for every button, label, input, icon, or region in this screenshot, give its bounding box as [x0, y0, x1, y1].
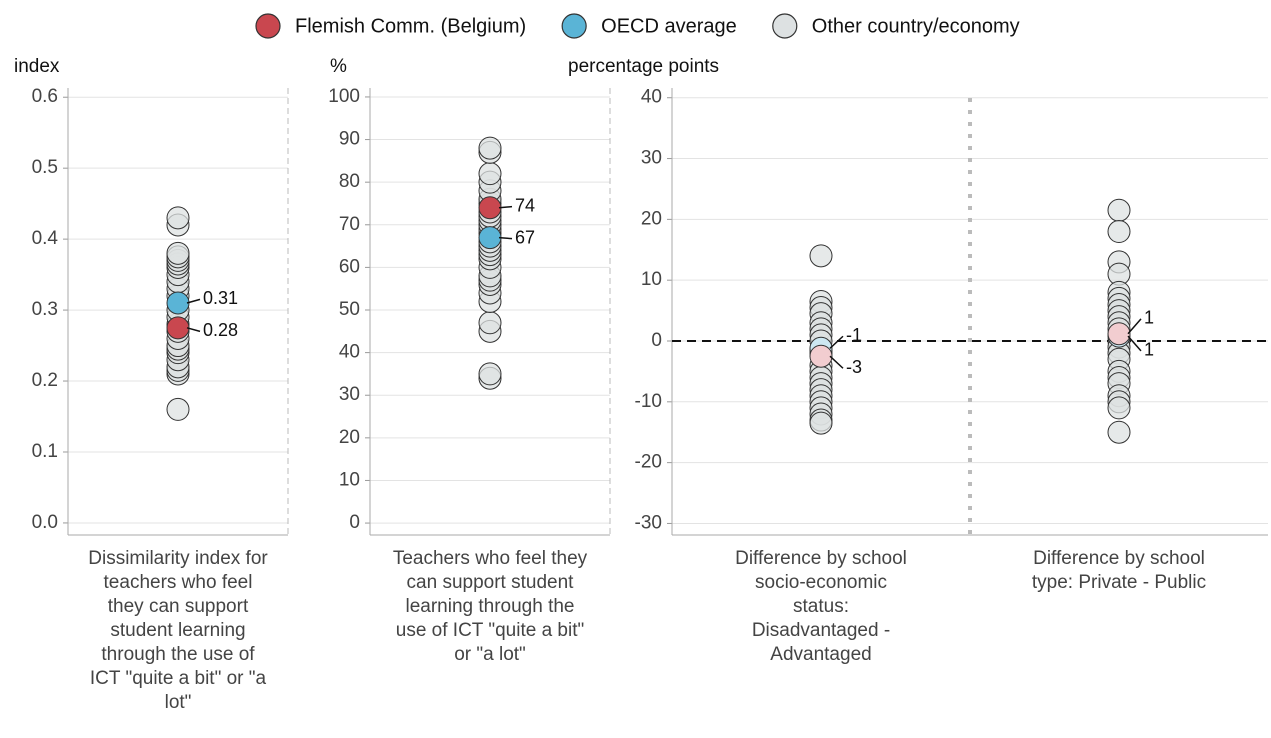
other-point	[478, 311, 502, 335]
y-tick-label: 0.2	[32, 370, 58, 391]
category-label: Difference by school socio-economic stat…	[735, 548, 907, 665]
legend-label: OECD average	[601, 15, 737, 37]
highlight-point	[478, 196, 502, 220]
y-tick-label: 0.3	[32, 299, 58, 320]
y-tick-label: -30	[635, 512, 662, 533]
y-tick-label: 0	[651, 330, 662, 351]
y-axis-label: percentage points	[568, 56, 719, 77]
y-tick-label: 70	[339, 214, 360, 235]
y-tick-label: 0	[349, 512, 360, 533]
y-tick-label: 30	[339, 384, 360, 405]
label-leader	[829, 335, 844, 349]
y-axis-label: %	[330, 56, 347, 77]
other-point	[478, 136, 502, 160]
other-point	[1107, 198, 1131, 222]
y-tick-label: 10	[339, 469, 360, 490]
y-tick-label: -20	[635, 452, 662, 473]
other-point	[1107, 420, 1131, 444]
legend-marker	[561, 13, 587, 39]
label-leader	[186, 298, 201, 304]
legend-marker	[772, 13, 798, 39]
y-tick-label: 40	[339, 342, 360, 363]
y-tick-label: 0.4	[32, 228, 59, 249]
data-label: 0.28	[203, 320, 238, 340]
y-tick-label: 10	[641, 269, 662, 290]
y-tick-label: 100	[328, 86, 360, 107]
other-point	[478, 162, 502, 186]
y-tick-label: -10	[635, 391, 662, 412]
highlight-point	[166, 291, 190, 315]
other-point	[478, 362, 502, 386]
legend-label: Other country/economy	[812, 15, 1020, 37]
category-label: Dissimilarity index for teachers who fee…	[88, 548, 268, 713]
y-tick-label: 0.5	[32, 157, 58, 178]
other-point	[1107, 220, 1131, 244]
legend-label: Flemish Comm. (Belgium)	[295, 15, 526, 37]
data-label: -3	[846, 357, 862, 377]
y-tick-label: 40	[641, 87, 662, 108]
y-tick-label: 80	[339, 171, 360, 192]
data-label: -1	[846, 325, 862, 345]
legend-marker	[255, 13, 281, 39]
highlight-point	[1107, 322, 1131, 346]
category-label: Difference by school type: Private - Pub…	[1031, 548, 1207, 593]
other-point	[166, 241, 190, 265]
highlight-point	[478, 226, 502, 250]
data-label: 74	[515, 195, 535, 215]
y-axis-label: index	[14, 56, 60, 77]
label-leader	[498, 236, 513, 240]
y-tick-label: 90	[339, 129, 360, 150]
label-leader	[1127, 335, 1142, 352]
highlight-point	[166, 316, 190, 340]
other-point	[809, 244, 833, 268]
label-leader	[186, 327, 201, 333]
y-tick-label: 0.1	[32, 441, 58, 462]
y-tick-label: 0.6	[32, 86, 58, 107]
y-tick-label: 0.0	[32, 512, 58, 533]
label-leader	[498, 205, 513, 209]
data-label: 67	[515, 227, 535, 247]
label-leader	[1127, 318, 1142, 335]
label-leader	[829, 355, 844, 369]
highlight-point	[809, 344, 833, 368]
y-tick-label: 20	[339, 427, 360, 448]
category-label: Teachers who feel they can support stude…	[392, 548, 588, 665]
other-point	[166, 397, 190, 421]
y-tick-label: 20	[641, 208, 662, 229]
data-label: 1	[1144, 308, 1154, 328]
y-tick-label: 50	[339, 299, 360, 320]
y-tick-label: 30	[641, 148, 662, 169]
other-point	[809, 411, 833, 435]
other-point	[1107, 396, 1131, 420]
other-point	[166, 206, 190, 230]
data-label: 0.31	[203, 288, 238, 308]
y-tick-label: 60	[339, 256, 360, 277]
data-label: 1	[1144, 340, 1154, 360]
